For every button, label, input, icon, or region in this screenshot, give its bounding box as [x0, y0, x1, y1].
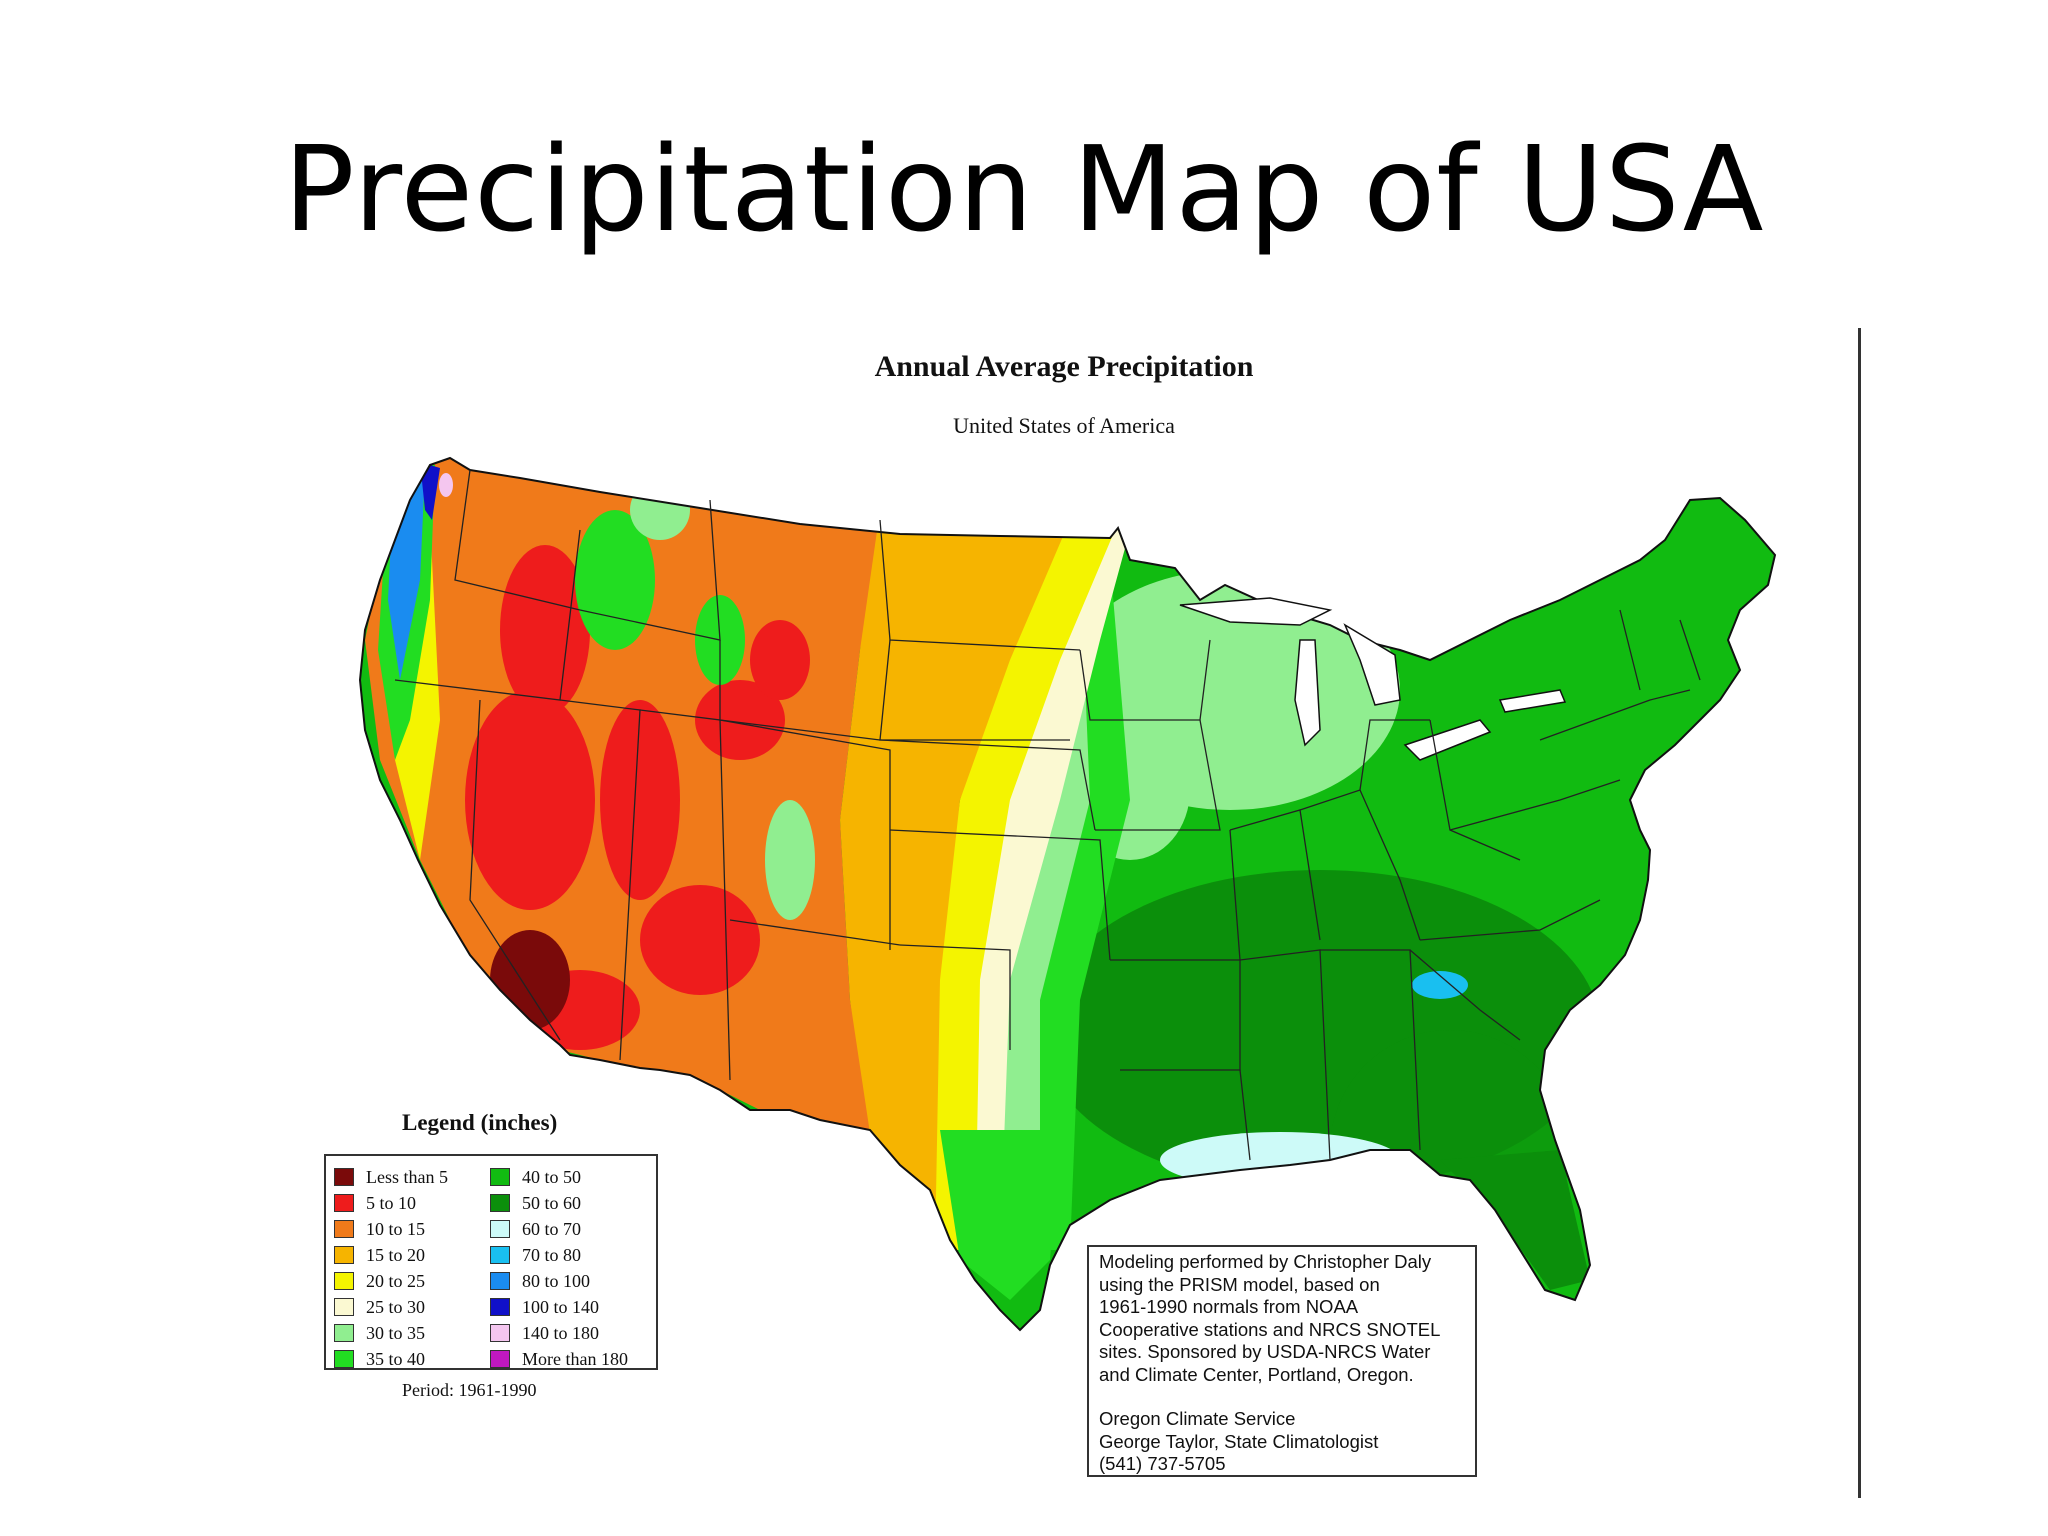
us-outline — [358, 456, 1777, 1332]
legend-swatch — [334, 1324, 354, 1342]
credits-line: (541) 737-5705 — [1099, 1453, 1226, 1474]
legend-swatch — [334, 1246, 354, 1264]
legend-item: 80 to 100 — [490, 1268, 628, 1294]
legend-swatch — [490, 1220, 510, 1238]
legend-swatch — [334, 1194, 354, 1212]
legend-swatch — [334, 1220, 354, 1238]
legend-label: 50 to 60 — [522, 1192, 582, 1213]
legend-label: 25 to 30 — [366, 1296, 426, 1317]
map-subtitle: United States of America — [953, 413, 1175, 438]
legend-item: 10 to 15 — [334, 1216, 448, 1242]
legend-label: 35 to 40 — [366, 1348, 426, 1369]
legend-label: 80 to 100 — [522, 1270, 591, 1291]
legend-swatch — [490, 1350, 510, 1368]
legend-label: 100 to 140 — [522, 1296, 600, 1317]
legend-item: 70 to 80 — [490, 1242, 628, 1268]
legend-label: 10 to 15 — [366, 1218, 426, 1239]
legend-column-right: 40 to 50 50 to 60 60 to 70 70 to 80 80 t… — [490, 1164, 628, 1372]
credits-line: using the PRISM model, based on — [1099, 1273, 1380, 1295]
state-boundaries — [394, 469, 1701, 1161]
legend-swatch — [490, 1324, 510, 1342]
map-title: Annual Average Precipitation — [874, 350, 1254, 383]
legend-label: 140 to 180 — [522, 1322, 600, 1343]
credits-line: sites. Sponsored by USDA-NRCS Water — [1099, 1341, 1431, 1362]
credits-line: Modeling performed by Christopher Daly — [1099, 1251, 1432, 1272]
legend-item: 35 to 40 — [334, 1346, 448, 1372]
legend-item: 100 to 140 — [490, 1294, 628, 1320]
credits-line: and Climate Center, Portland, Oregon. — [1099, 1363, 1414, 1385]
legend-swatch — [334, 1272, 354, 1290]
legend-item: 40 to 50 — [490, 1164, 628, 1190]
legend-box: Less than 5 5 to 10 10 to 15 15 to 20 20… — [324, 1154, 658, 1370]
legend-column-left: Less than 5 5 to 10 10 to 15 15 to 20 20… — [334, 1164, 448, 1372]
legend-label: 30 to 35 — [366, 1322, 426, 1343]
legend-swatch — [334, 1168, 354, 1186]
legend-label: 20 to 25 — [366, 1270, 426, 1291]
legend-swatch — [490, 1246, 510, 1264]
credits-line: George Taylor, State Climatologist — [1099, 1430, 1379, 1452]
legend-swatch — [334, 1298, 354, 1316]
legend-item: 5 to 10 — [334, 1190, 448, 1216]
legend-label: 40 to 50 — [522, 1166, 582, 1187]
legend-swatch — [490, 1194, 510, 1212]
slide-title: Precipitation Map of USA — [283, 120, 1765, 258]
credits-box: Modeling performed by Christopher Daly u… — [1087, 1245, 1477, 1477]
legend-item: 50 to 60 — [490, 1190, 628, 1216]
credits-modeling: Modeling performed by Christopher Daly u… — [1099, 1251, 1465, 1386]
legend-item: 60 to 70 — [490, 1216, 628, 1242]
legend-item: 15 to 20 — [334, 1242, 448, 1268]
legend-item: 140 to 180 — [490, 1320, 628, 1346]
legend-label: 15 to 20 — [366, 1244, 426, 1265]
credits-line: 1961-1990 normals from NOAA — [1099, 1296, 1359, 1317]
legend-swatch — [490, 1272, 510, 1290]
legend-label: 70 to 80 — [522, 1244, 582, 1265]
legend-swatch — [490, 1298, 510, 1316]
great-lakes — [1179, 597, 1567, 761]
legend-label: Less than 5 — [366, 1166, 448, 1187]
legend-label: 60 to 70 — [522, 1218, 582, 1239]
credits-organization: Oregon Climate Service George Taylor, St… — [1099, 1408, 1465, 1476]
legend-item: 30 to 35 — [334, 1320, 448, 1346]
legend-item: More than 180 — [490, 1346, 628, 1372]
legend-title: Legend (inches) — [402, 1110, 558, 1135]
legend-item: 20 to 25 — [334, 1268, 448, 1294]
legend-swatch — [334, 1350, 354, 1368]
legend-label: 5 to 10 — [366, 1192, 417, 1213]
legend-item: 25 to 30 — [334, 1294, 448, 1320]
legend-period: Period: 1961-1990 — [402, 1380, 537, 1400]
legend-swatch — [490, 1168, 510, 1186]
credits-line: Cooperative stations and NRCS SNOTEL — [1099, 1318, 1441, 1340]
legend-item: Less than 5 — [334, 1164, 448, 1190]
slide-divider-line — [1858, 328, 1861, 1498]
legend-label: More than 180 — [522, 1348, 628, 1369]
credits-line: Oregon Climate Service — [1099, 1408, 1296, 1429]
